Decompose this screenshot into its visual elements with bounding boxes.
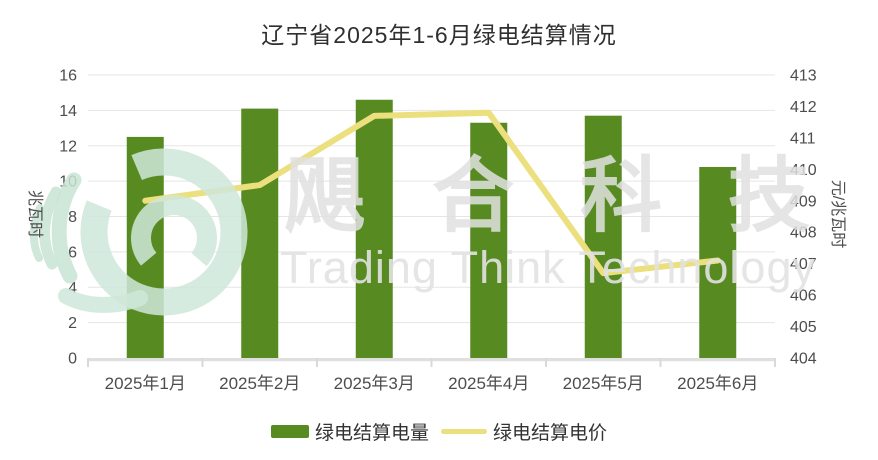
- legend-item-price[interactable]: 绿电结算电价: [441, 418, 607, 445]
- price-line[interactable]: [142, 109, 721, 277]
- right-axis-tick-label: 413: [790, 68, 817, 85]
- left-axis-tick-label: 2: [68, 315, 77, 332]
- bar-2025年3月[interactable]: [355, 99, 393, 358]
- left-axis-tick-label: 4: [68, 280, 77, 297]
- right-axis-tick-label: 412: [790, 99, 817, 116]
- right-axis-tick-label: 404: [790, 351, 817, 368]
- right-axis-tick-label: 407: [790, 256, 817, 273]
- legend-label-price: 绿电结算电价: [493, 423, 608, 444]
- left-axis-tick-label: 12: [59, 138, 77, 155]
- right-axis-tick-label: 406: [790, 288, 817, 305]
- right-axis-tick-label: 405: [790, 319, 817, 336]
- bar-2025年4月[interactable]: [470, 122, 508, 358]
- bar-2025年2月[interactable]: [241, 108, 279, 358]
- x-axis-category-label: 2025年5月: [563, 374, 644, 393]
- line-series-swatch-icon: [441, 429, 487, 434]
- left-axis-tick-label: 16: [59, 68, 77, 85]
- x-axis-category-label: 2025年3月: [334, 374, 415, 393]
- x-axis-category-label: 2025年2月: [219, 374, 300, 393]
- legend-item-energy[interactable]: 绿电结算电量: [270, 418, 429, 445]
- right-axis-name: 元/兆瓦时: [829, 179, 846, 249]
- right-axis-tick-label: 408: [790, 225, 817, 242]
- left-axis-tick-label: 14: [59, 103, 77, 120]
- legend: 绿电结算电量 绿电结算电价: [0, 418, 878, 445]
- left-axis-tick-label: 6: [68, 244, 77, 261]
- right-axis-tick-label: 411: [790, 130, 816, 147]
- left-axis-name: 兆瓦时: [26, 189, 43, 239]
- bar-2025年1月[interactable]: [126, 136, 164, 358]
- left-axis-tick-label: 10: [59, 174, 77, 191]
- right-axis-tick-label: 410: [790, 162, 817, 179]
- right-axis-tick-label: 409: [790, 193, 817, 210]
- bar-series-swatch-icon: [270, 425, 309, 438]
- x-axis-category-label: 2025年6月: [677, 374, 758, 393]
- x-axis-category-label: 2025年4月: [448, 374, 529, 393]
- chart-title: 辽宁省2025年1-6月绿电结算情况: [261, 22, 617, 48]
- legend-label-energy: 绿电结算电量: [314, 423, 429, 444]
- left-axis-tick-label: 0: [68, 351, 77, 368]
- left-axis-tick-label: 8: [68, 209, 77, 226]
- x-axis-category-label: 2025年1月: [105, 374, 186, 393]
- bar-2025年5月[interactable]: [584, 115, 622, 359]
